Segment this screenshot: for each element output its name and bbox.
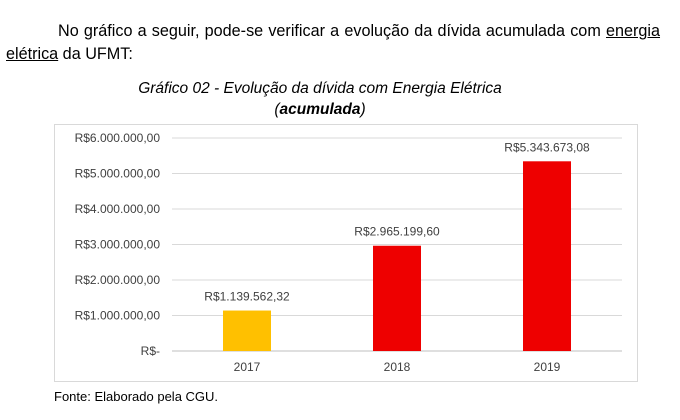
y-tick-label: R$4.000.000,00: [75, 202, 161, 216]
bar: [223, 310, 271, 351]
y-tick-label: R$1.000.000,00: [75, 309, 161, 323]
x-tick-label: 2019: [534, 360, 561, 374]
bar: [373, 245, 421, 351]
intro-underlined-text: energia elétrica: [6, 22, 661, 64]
intro-paragraph: No gráfico a seguir, pode-se verificar a…: [6, 20, 660, 66]
data-label: R$2.965.199,60: [354, 225, 440, 239]
data-label: R$1.139.562,32: [204, 290, 290, 304]
x-tick-label: 2017: [234, 360, 261, 374]
y-tick-label: R$3.000.000,00: [75, 238, 161, 252]
chart-subtitle-bold: acumulada: [279, 101, 361, 118]
y-tick-label: R$-: [141, 344, 160, 358]
intro-text-end: da UFMT:: [58, 45, 133, 64]
chart-subtitle-close: ): [360, 101, 366, 118]
chart-frame: [54, 124, 638, 382]
bar: [523, 161, 571, 351]
chart-subtitle-open: (: [274, 101, 280, 118]
y-tick-label: R$5.000.000,00: [75, 167, 161, 181]
source-note: Fonte: Elaborado pela CGU.: [54, 389, 219, 404]
y-tick-label: R$6.000.000,00: [75, 131, 161, 145]
data-label: R$5.343.673,08: [504, 140, 590, 154]
intro-text: No gráfico a seguir, pode-se verificar a…: [58, 22, 601, 41]
x-tick-label: 2018: [384, 360, 411, 374]
y-tick-label: R$2.000.000,00: [75, 273, 161, 287]
chart-subtitle: (acumulada): [0, 101, 640, 119]
chart-title: Gráfico 02 - Evolução da dívida com Ener…: [138, 80, 502, 97]
